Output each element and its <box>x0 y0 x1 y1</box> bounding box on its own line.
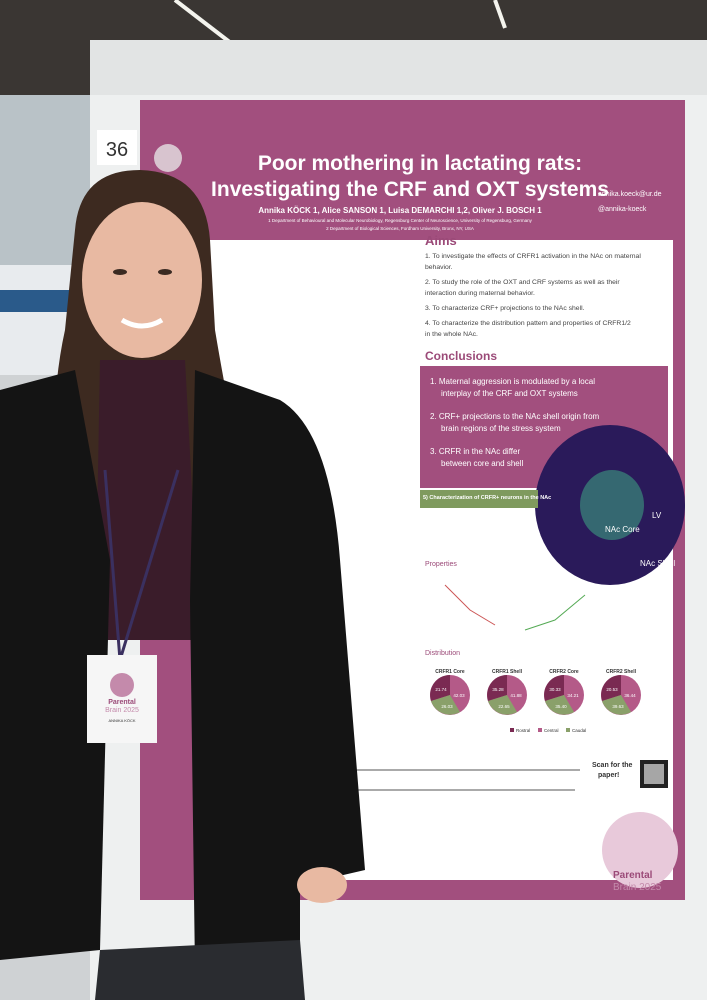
pie-slice <box>431 695 460 715</box>
conclusion-item: between core and shell <box>441 459 524 468</box>
pie-slice <box>487 675 507 701</box>
badge <box>87 655 157 743</box>
pie-label: 39.63 <box>612 704 624 709</box>
brain-label: NAc Core <box>605 525 640 534</box>
scan-text: Scan for the <box>592 762 633 769</box>
logo-text: Brain 2025 <box>613 882 662 893</box>
aim-item: interaction during maternal behavior. <box>425 290 535 297</box>
properties-heading: Properties <box>425 561 457 568</box>
ceiling-light <box>493 0 507 29</box>
legend-label: Caudal <box>572 728 586 733</box>
aim-item: 2. To study the role of the OXT and CRF … <box>425 279 620 286</box>
conclusion-item: 2. CRF+ projections to the NAc shell ori… <box>430 412 600 421</box>
legend-swatch <box>538 728 542 732</box>
aim-item: 1. To investigate the effects of CRFR1 a… <box>425 253 641 260</box>
top <box>95 360 200 640</box>
pie-label: 35.40 <box>555 704 567 709</box>
smile <box>120 317 164 329</box>
other-poster-band <box>0 290 78 312</box>
pie-label: 22.65 <box>498 704 510 709</box>
pie-label: 26.03 <box>441 704 453 709</box>
number-card <box>97 130 137 165</box>
handle: @annika-koeck <box>598 206 647 213</box>
pie-slice <box>545 695 574 715</box>
pie-slice <box>602 695 631 715</box>
pie-label: 36.44 <box>624 693 636 698</box>
pie-label: 21.74 <box>435 687 447 692</box>
pie-title: CRFR2 Shell <box>606 669 637 675</box>
logo-bg <box>602 812 678 888</box>
brain-label: NAc Shell <box>640 559 675 568</box>
affiliation: 1 Department of Behavioural and Molecula… <box>268 218 533 223</box>
pie-title: CRFR1 Core <box>435 669 465 675</box>
aims-heading: Aims <box>425 233 457 248</box>
aim-item: 3. To characterize CRF+ projections to t… <box>425 305 585 312</box>
conclusion-item: interplay of the CRF and OXT systems <box>441 389 578 398</box>
conclusions-list: 1. Maternal aggression is modulated by a… <box>430 377 600 468</box>
pie-label: 41.88 <box>510 693 522 698</box>
pie-slice <box>601 675 621 701</box>
university-logo <box>154 144 182 172</box>
section-title: 5) Characterization of CRFR+ neurons in … <box>423 495 551 501</box>
affiliation: 2 Department of Biological Sciences, For… <box>326 226 474 231</box>
pie-slice <box>544 675 564 701</box>
aims-list: 1. To investigate the effects of CRFR1 a… <box>425 253 641 338</box>
conclusions-heading: Conclusions <box>425 349 497 363</box>
pie-label: 34.21 <box>567 693 579 698</box>
email: annika.koeck@ur.de <box>598 191 662 198</box>
pie-slice <box>430 675 450 701</box>
pie-label: 30.33 <box>549 687 561 692</box>
legend-swatch <box>510 728 514 732</box>
pies: CRFR1 Core 21.74 42.03 26.03 CRFR1 Shell 35.2… <box>430 669 641 733</box>
pie-label: 42.03 <box>453 693 465 698</box>
legend-label: Central <box>544 728 559 733</box>
scan-text: paper! <box>598 772 619 779</box>
conclusion-item: brain regions of the stress system <box>441 424 561 433</box>
brain-label: LV <box>652 511 662 520</box>
jacket-left <box>0 370 110 960</box>
legend-label: Rostral <box>516 728 530 733</box>
line-plot <box>524 594 586 631</box>
board-top <box>90 40 707 95</box>
pie-title: CRFR1 Shell <box>492 669 523 675</box>
legend-swatch <box>566 728 570 732</box>
line-plot <box>444 584 496 626</box>
aim-item: 4. To characterize the distribution patt… <box>425 320 631 327</box>
title: Poor mothering in lactating rats: <box>258 152 582 175</box>
nac-core <box>580 470 644 540</box>
jacket-right <box>190 370 365 970</box>
badge-text: Brain 2025 <box>105 707 139 714</box>
eye <box>158 269 172 275</box>
hand <box>297 867 347 903</box>
pie-title: CRFR2 Core <box>549 669 579 675</box>
pie-slice <box>488 695 517 715</box>
badge-logo <box>110 673 134 697</box>
section-header <box>420 490 538 508</box>
aim-item: behavior. <box>425 264 453 271</box>
conclusion-item: 3. CRFR in the NAc differ <box>430 447 520 456</box>
pie-label: 35.28 <box>492 687 504 692</box>
aim-item: in the whole NAc. <box>425 331 478 338</box>
jeans <box>95 940 305 1000</box>
badge-text: Parental <box>108 699 136 706</box>
title: Investigating the CRF and OXT systems <box>211 178 609 201</box>
conclusion-item: 1. Maternal aggression is modulated by a… <box>430 377 595 386</box>
distribution-heading: Distribution <box>425 650 460 657</box>
logo-text: Parental <box>613 870 653 881</box>
eye <box>113 269 127 275</box>
face <box>82 202 202 358</box>
poster-number: 36 <box>106 139 128 161</box>
qr-code <box>644 764 664 784</box>
pie-label: 20.53 <box>606 687 618 692</box>
authors: Annika KÖCK 1, Alice SANSON 1, Luisa DEM… <box>258 206 542 215</box>
badge-name: ANNIKA KÖCK <box>108 718 135 723</box>
